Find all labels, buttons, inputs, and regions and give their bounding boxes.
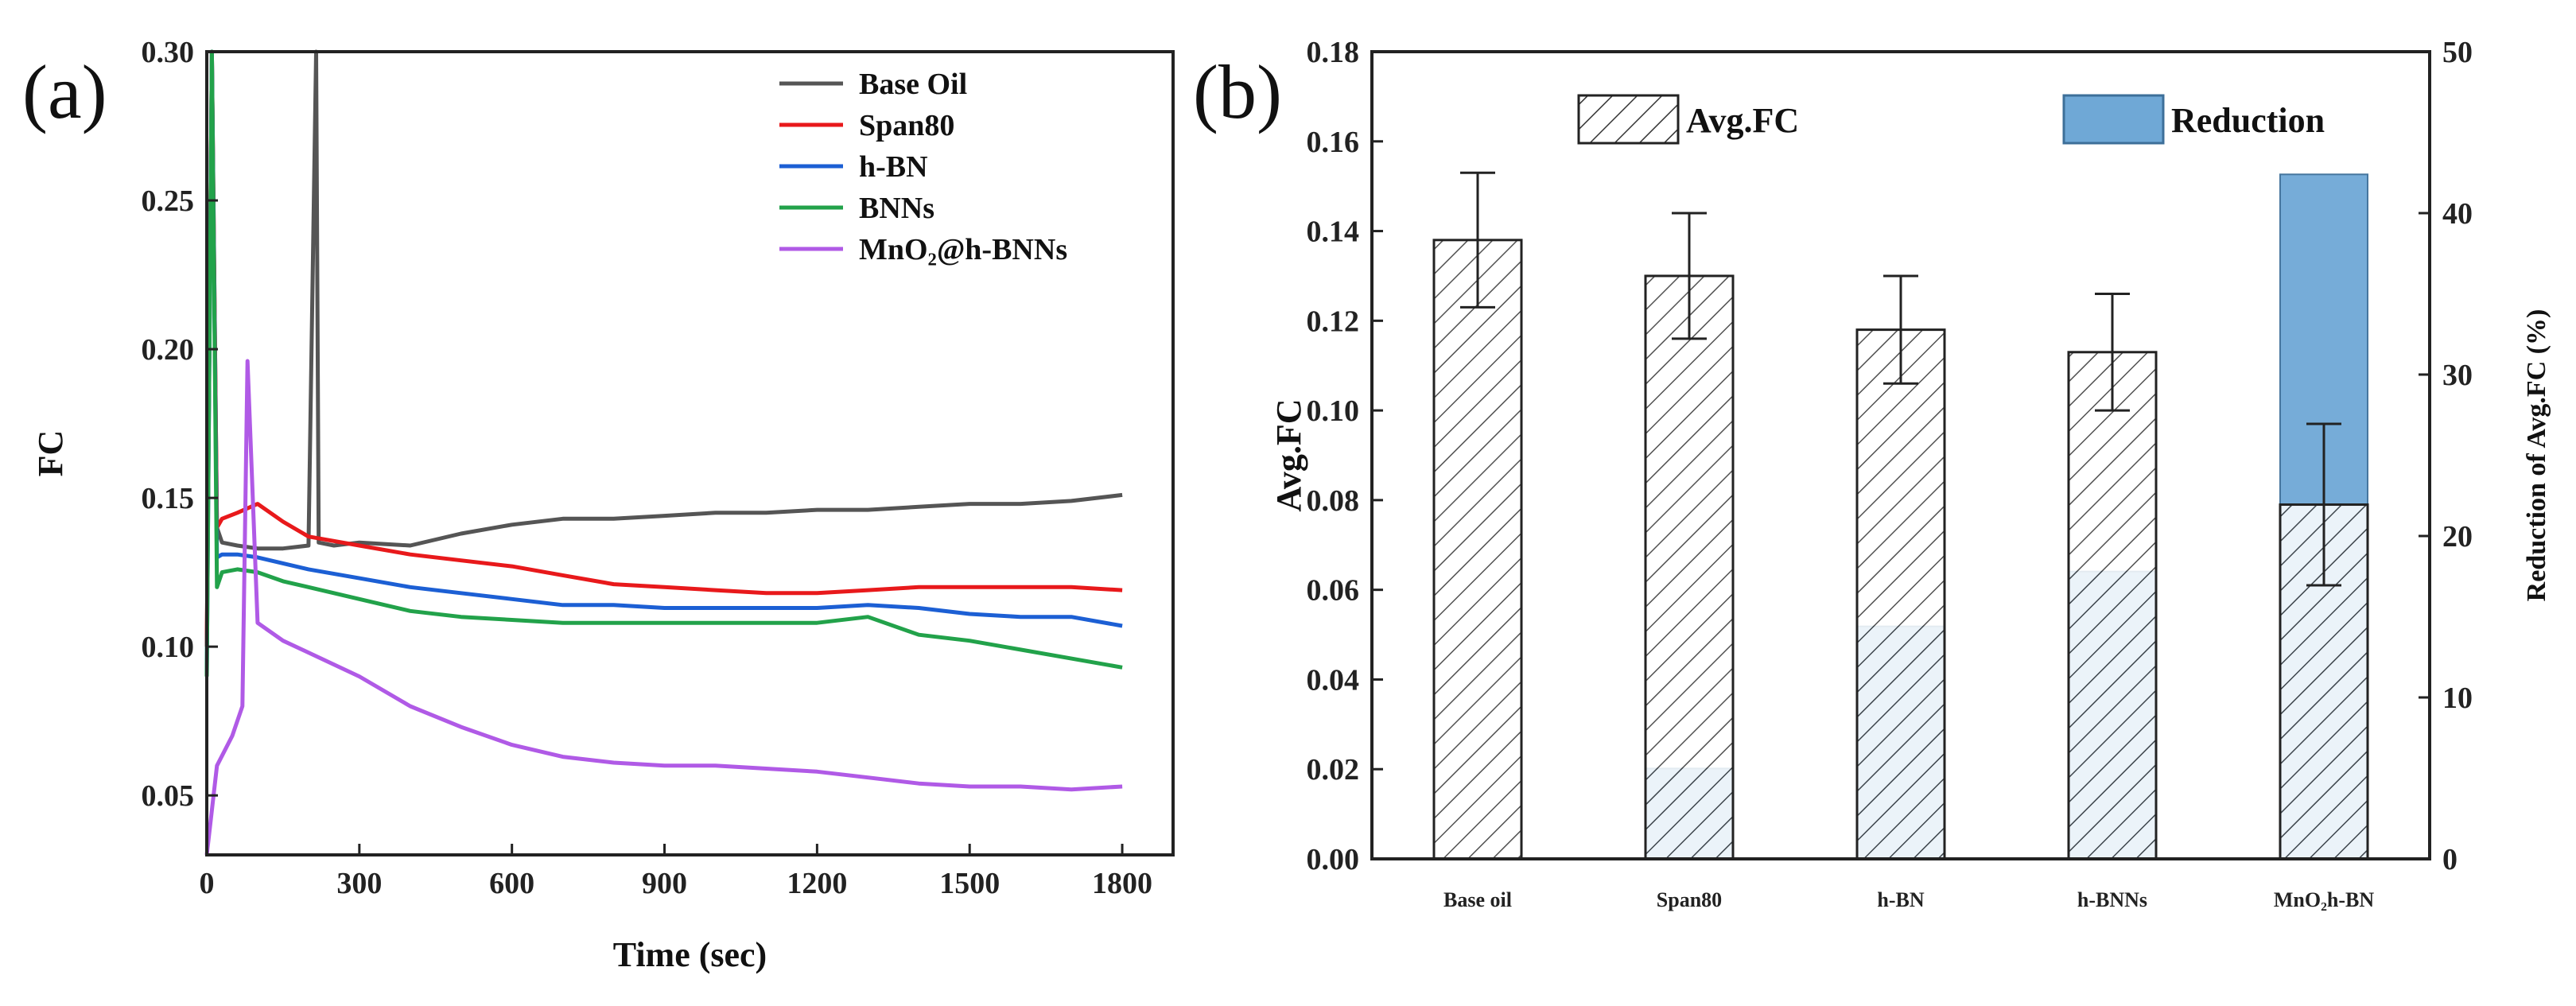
y2-tick-label-b: 30: [2442, 359, 2473, 392]
legend-label-a: h-BN: [859, 150, 928, 184]
y-tick-label-b: 0.12: [1307, 305, 1360, 338]
series-line-h-bn: [204, 49, 1123, 677]
panel-b-bar-chart: (b) 0.00 0.02 0.04 0.06 0.08 0.10 0.12 0.14 0.16…: [1193, 36, 2551, 911]
y-tick-label-b: 0.04: [1307, 663, 1360, 697]
y2-tick-label-b: 20: [2442, 520, 2473, 553]
x-axis-title-a: Time (sec): [613, 935, 767, 974]
y-axis-title-a: FC: [31, 430, 70, 477]
x-tick-label-a: 1800: [1092, 867, 1152, 900]
x-tick-label-a: 1500: [939, 867, 1000, 900]
panel-a-line-chart: (a) 0 300 600 900 1200 1500 1800 0.05 0.10 0.15 0…: [22, 36, 1175, 974]
y-tick-label-a: 0.10: [142, 631, 195, 664]
y-tick-label-b: 0.06: [1307, 574, 1360, 608]
y-tick-label-b: 0.08: [1307, 484, 1360, 518]
x-category-label-b: Base oil: [1443, 888, 1512, 911]
x-tick-label-a: 600: [489, 867, 534, 900]
x-tick-label-a: 300: [336, 867, 382, 900]
legend-label-reduction: Reduction: [2171, 101, 2325, 140]
plot-frame-a: [205, 50, 1175, 856]
x-tick-label-a: 0: [200, 867, 215, 900]
series-line-bnns: [204, 49, 1123, 677]
y-tick-label-a: 0.30: [142, 36, 195, 69]
x-category-label-b: h-BN: [1877, 888, 1924, 911]
legend-label-a: BNNs: [859, 192, 934, 225]
y2-tick-label-b: 40: [2442, 197, 2473, 231]
x-tick-label-a: 900: [642, 867, 687, 900]
y-tick-label-a: 0.20: [142, 333, 195, 367]
bar-avg-fc: [1432, 239, 1523, 860]
legend-label-a: Span80: [859, 109, 954, 142]
y-tick-label-a: 0.15: [142, 482, 195, 515]
y-tick-label-a: 0.25: [142, 184, 195, 218]
y-tick-label-b: 0.16: [1307, 126, 1360, 159]
series-line-mno-h-bnns: [204, 359, 1123, 856]
y2-axis-title-b: Reduction of Avg.FC (%): [2522, 309, 2551, 602]
panel-label-b: (b): [1193, 49, 1282, 134]
x-category-label-b: Span80: [1657, 888, 1722, 911]
bar-avg-fc: [1644, 274, 1735, 860]
bar-avg-fc: [2067, 351, 2158, 860]
y-tick-label-b: 0.02: [1307, 753, 1360, 787]
y-tick-label-b: 0.00: [1307, 843, 1360, 876]
y-axis-title-b: Avg.FC: [1269, 398, 1308, 511]
legend-swatch-reduction: [2062, 94, 2165, 145]
panel-label-a: (a): [22, 49, 107, 134]
legend-swatch-avg-fc: [1577, 94, 1680, 145]
y2-tick-label-b: 0: [2442, 843, 2457, 876]
series-line-span80: [204, 49, 1123, 647]
legend-b: Avg.FC Reduction: [1577, 94, 2325, 145]
y-tick-label-b: 0.18: [1307, 36, 1360, 69]
legend-label-a: Base Oil: [859, 68, 967, 101]
legend-a: Base Oil Span80 h-BN BNNs MnO₂@h-BNNs: [779, 68, 1067, 266]
y2-tick-label-b: 50: [2442, 36, 2473, 69]
y-tick-label-b: 0.14: [1307, 216, 1360, 249]
y2-tick-label-b: 10: [2442, 682, 2473, 715]
legend-label-avg-fc: Avg.FC: [1686, 101, 1799, 140]
x-category-label-b: h-BNNs: [2077, 888, 2147, 911]
plot-frame-b: [1370, 50, 2431, 860]
x-tick-label-a: 1200: [787, 867, 847, 900]
legend-label-a: MnO₂@h-BNNs: [859, 233, 1067, 266]
y-tick-label-a: 0.05: [142, 779, 195, 813]
series-line-base-oil: [204, 49, 1123, 647]
x-category-label-b: MnO₂h-BN: [2274, 888, 2374, 911]
y-tick-label-b: 0.10: [1307, 394, 1360, 428]
bar-avg-fc: [1855, 328, 1946, 860]
